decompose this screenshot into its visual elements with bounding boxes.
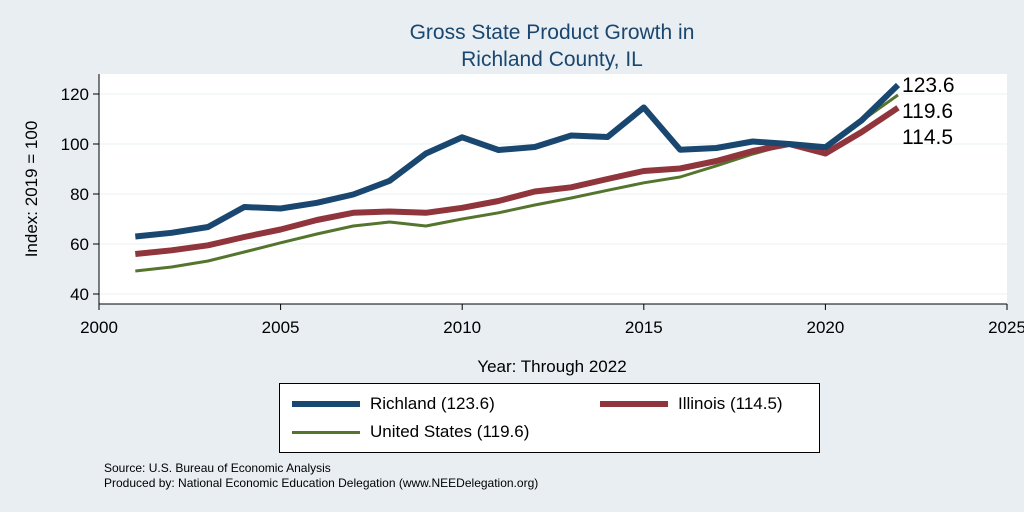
series-line-illinois xyxy=(134,105,900,257)
x-tick-label-2010: 2010 xyxy=(443,318,481,337)
legend-swatch-richland xyxy=(292,401,360,407)
legend-label-richland: Richland (123.6) xyxy=(370,394,495,413)
legend: Richland (123.6) Illinois (114.5) United… xyxy=(279,383,820,453)
legend-label-united-states: United States (119.6) xyxy=(370,422,530,441)
end-label-united-states: 119.6 xyxy=(902,100,953,123)
y-tick-label-40: 40 xyxy=(70,285,89,304)
x-tick-label-2000: 2000 xyxy=(80,318,118,337)
x-tick-label-2005: 2005 xyxy=(262,318,300,337)
x-tick-label-2020: 2020 xyxy=(806,318,844,337)
x-tick-label-2025: 2025 xyxy=(988,318,1024,337)
legend-item-illinois: Illinois (114.5) xyxy=(600,394,783,414)
produced-by-note: Produced by: National Economic Education… xyxy=(104,476,539,490)
x-axis-label: Year: Through 2022 xyxy=(477,357,626,376)
x-tick-label-2015: 2015 xyxy=(625,318,663,337)
y-tick-label-120: 120 xyxy=(61,85,89,104)
y-tick-label-60: 60 xyxy=(70,235,89,254)
legend-label-illinois: Illinois (114.5) xyxy=(678,394,783,413)
y-axis-label: Index: 2019 = 100 xyxy=(22,121,41,258)
source-note: Source: U.S. Bureau of Economic Analysis xyxy=(104,461,331,475)
legend-item-united-states: United States (119.6) xyxy=(292,422,529,442)
legend-item-richland: Richland (123.6) xyxy=(292,394,495,414)
y-tick-label-80: 80 xyxy=(70,185,89,204)
end-label-illinois: 114.5 xyxy=(902,126,953,149)
legend-swatch-united-states xyxy=(292,430,360,434)
end-label-richland: 123.6 xyxy=(902,74,955,97)
series-line-richland xyxy=(134,82,901,240)
y-tick-label-100: 100 xyxy=(61,135,89,154)
chart-title-line-2: Richland County, IL xyxy=(461,48,643,71)
chart-title-line-1: Gross State Product Growth in xyxy=(410,21,695,44)
legend-swatch-illinois xyxy=(600,401,668,407)
